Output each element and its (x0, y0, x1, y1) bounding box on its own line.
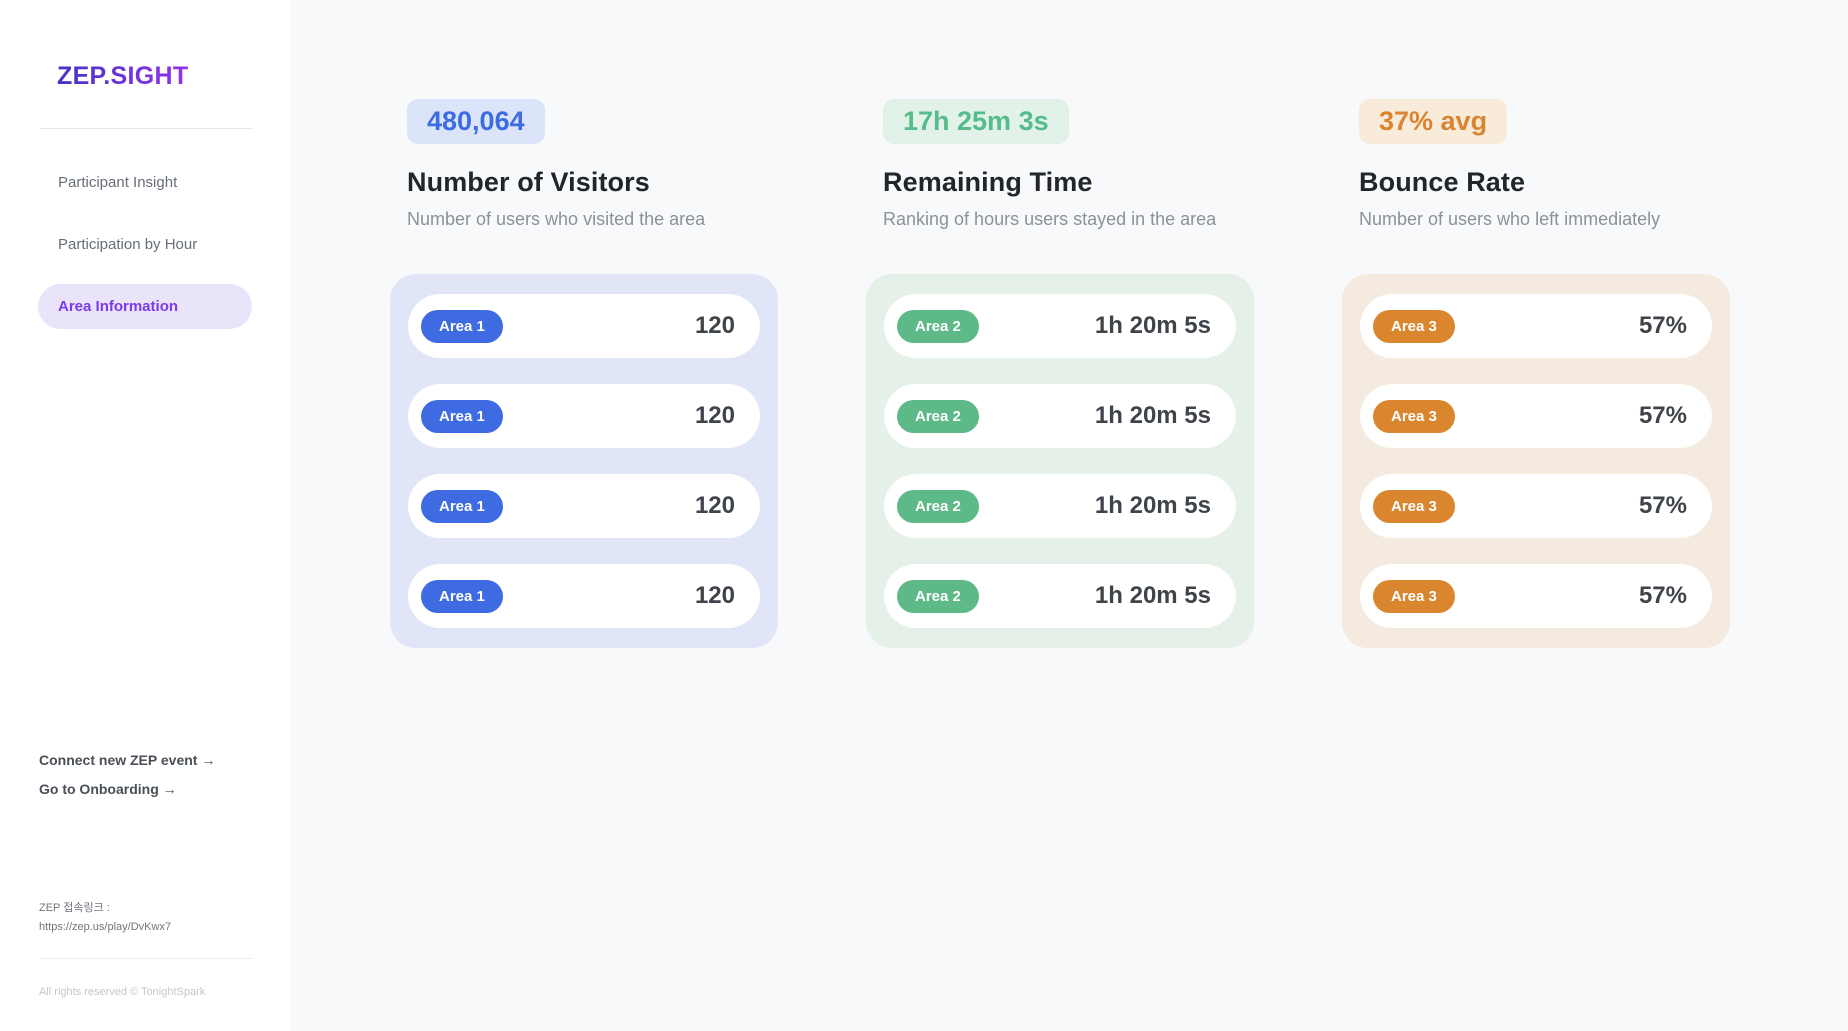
bounce-rate-title: Bounce Rate (1359, 167, 1526, 197)
area-value: 1h 20m 5s (1094, 312, 1211, 339)
table-row: Area 2 1h 20m 5s (884, 474, 1236, 538)
metric-column-visitors: 480,064 Number of Visitors Number of use… (390, 99, 778, 648)
area-value: 57% (1638, 312, 1687, 339)
table-row: Area 3 57% (1360, 474, 1712, 538)
table-row: Area 3 57% (1360, 384, 1712, 448)
area-badge: Area 2 (897, 309, 979, 343)
area-value: 1h 20m 5s (1094, 402, 1211, 429)
area-value: 120 (694, 402, 735, 429)
area-value: 57% (1638, 582, 1687, 609)
bounce-rate-subtitle: Number of users who left immediately (1359, 209, 1661, 229)
copyright-text: All rights reserved © TonightSpark (39, 986, 206, 998)
zep-access-link-url[interactable]: https://zep.us/play/DvKwx7 (39, 921, 172, 933)
table-row: Area 1 120 (408, 384, 760, 448)
sidebar-item-area-information[interactable]: Area Information (38, 284, 252, 329)
sidebar-divider (39, 958, 253, 959)
connect-new-zep-event-link[interactable]: Connect new ZEP event → (39, 752, 216, 768)
table-row: Area 2 1h 20m 5s (884, 294, 1236, 358)
visitors-card: Area 1 120 Area 1 120 Area 1 120 Area 1 … (390, 274, 778, 648)
area-value: 57% (1638, 492, 1687, 519)
go-to-onboarding-link[interactable]: Go to Onboarding → (39, 781, 177, 797)
area-value: 57% (1638, 402, 1687, 429)
area-badge: Area 1 (421, 489, 503, 523)
area-value: 120 (694, 312, 735, 339)
table-row: Area 3 57% (1360, 294, 1712, 358)
sidebar-item-participant-insight[interactable]: Participant Insight (58, 174, 178, 191)
table-row: Area 1 120 (408, 474, 760, 538)
metric-column-bounce-rate: 37% avg Bounce Rate Number of users who … (1342, 99, 1730, 648)
main-content: 480,064 Number of Visitors Number of use… (290, 0, 1848, 1031)
table-row: Area 2 1h 20m 5s (884, 564, 1236, 628)
sidebar-item-participation-by-hour[interactable]: Participation by Hour (58, 236, 198, 253)
area-badge: Area 1 (421, 399, 503, 433)
remaining-time-title: Remaining Time (883, 167, 1093, 197)
area-badge: Area 2 (897, 399, 979, 433)
sidebar-nav: Participant Insight Participation by Hou… (38, 160, 252, 329)
area-value: 120 (694, 582, 735, 609)
bounce-rate-total-badge: 37% avg (1359, 99, 1508, 144)
metric-columns: 480,064 Number of Visitors Number of use… (390, 99, 1730, 648)
zep-access-link-label: ZEP 접속링크 : (39, 902, 110, 914)
area-badge: Area 1 (421, 579, 503, 613)
visitors-total-badge: 480,064 (407, 99, 545, 144)
sidebar-footer-links: Connect new ZEP event → Go to Onboarding… (39, 752, 215, 797)
metric-column-remaining-time: 17h 25m 3s Remaining Time Ranking of hou… (866, 99, 1254, 648)
table-row: Area 2 1h 20m 5s (884, 384, 1236, 448)
table-row: Area 1 120 (408, 564, 760, 628)
zep-access-link-block: ZEP 접속링크 : https://zep.us/play/DvKwx7 (39, 899, 171, 937)
sidebar: ZEP.SIGHT Participant Insight Participat… (0, 0, 290, 1031)
area-badge: Area 3 (1373, 579, 1455, 613)
area-badge: Area 3 (1373, 399, 1455, 433)
sidebar-divider (39, 128, 253, 129)
area-badge: Area 3 (1373, 309, 1455, 343)
area-badge: Area 2 (897, 579, 979, 613)
table-row: Area 3 57% (1360, 564, 1712, 628)
table-row: Area 1 120 (408, 294, 760, 358)
visitors-subtitle: Number of users who visited the area (407, 209, 706, 229)
remaining-time-card: Area 2 1h 20m 5s Area 2 1h 20m 5s Area 2… (866, 274, 1254, 648)
app-logo: ZEP.SIGHT (57, 62, 189, 90)
bounce-rate-card: Area 3 57% Area 3 57% Area 3 57% Area 3 … (1342, 274, 1730, 648)
area-badge: Area 1 (421, 309, 503, 343)
area-badge: Area 2 (897, 489, 979, 523)
remaining-time-subtitle: Ranking of hours users stayed in the are… (883, 209, 1217, 229)
visitors-title: Number of Visitors (407, 167, 650, 197)
area-value: 1h 20m 5s (1094, 492, 1211, 519)
area-badge: Area 3 (1373, 489, 1455, 523)
area-value: 1h 20m 5s (1094, 582, 1211, 609)
remaining-time-total-badge: 17h 25m 3s (883, 99, 1069, 144)
area-value: 120 (694, 492, 735, 519)
